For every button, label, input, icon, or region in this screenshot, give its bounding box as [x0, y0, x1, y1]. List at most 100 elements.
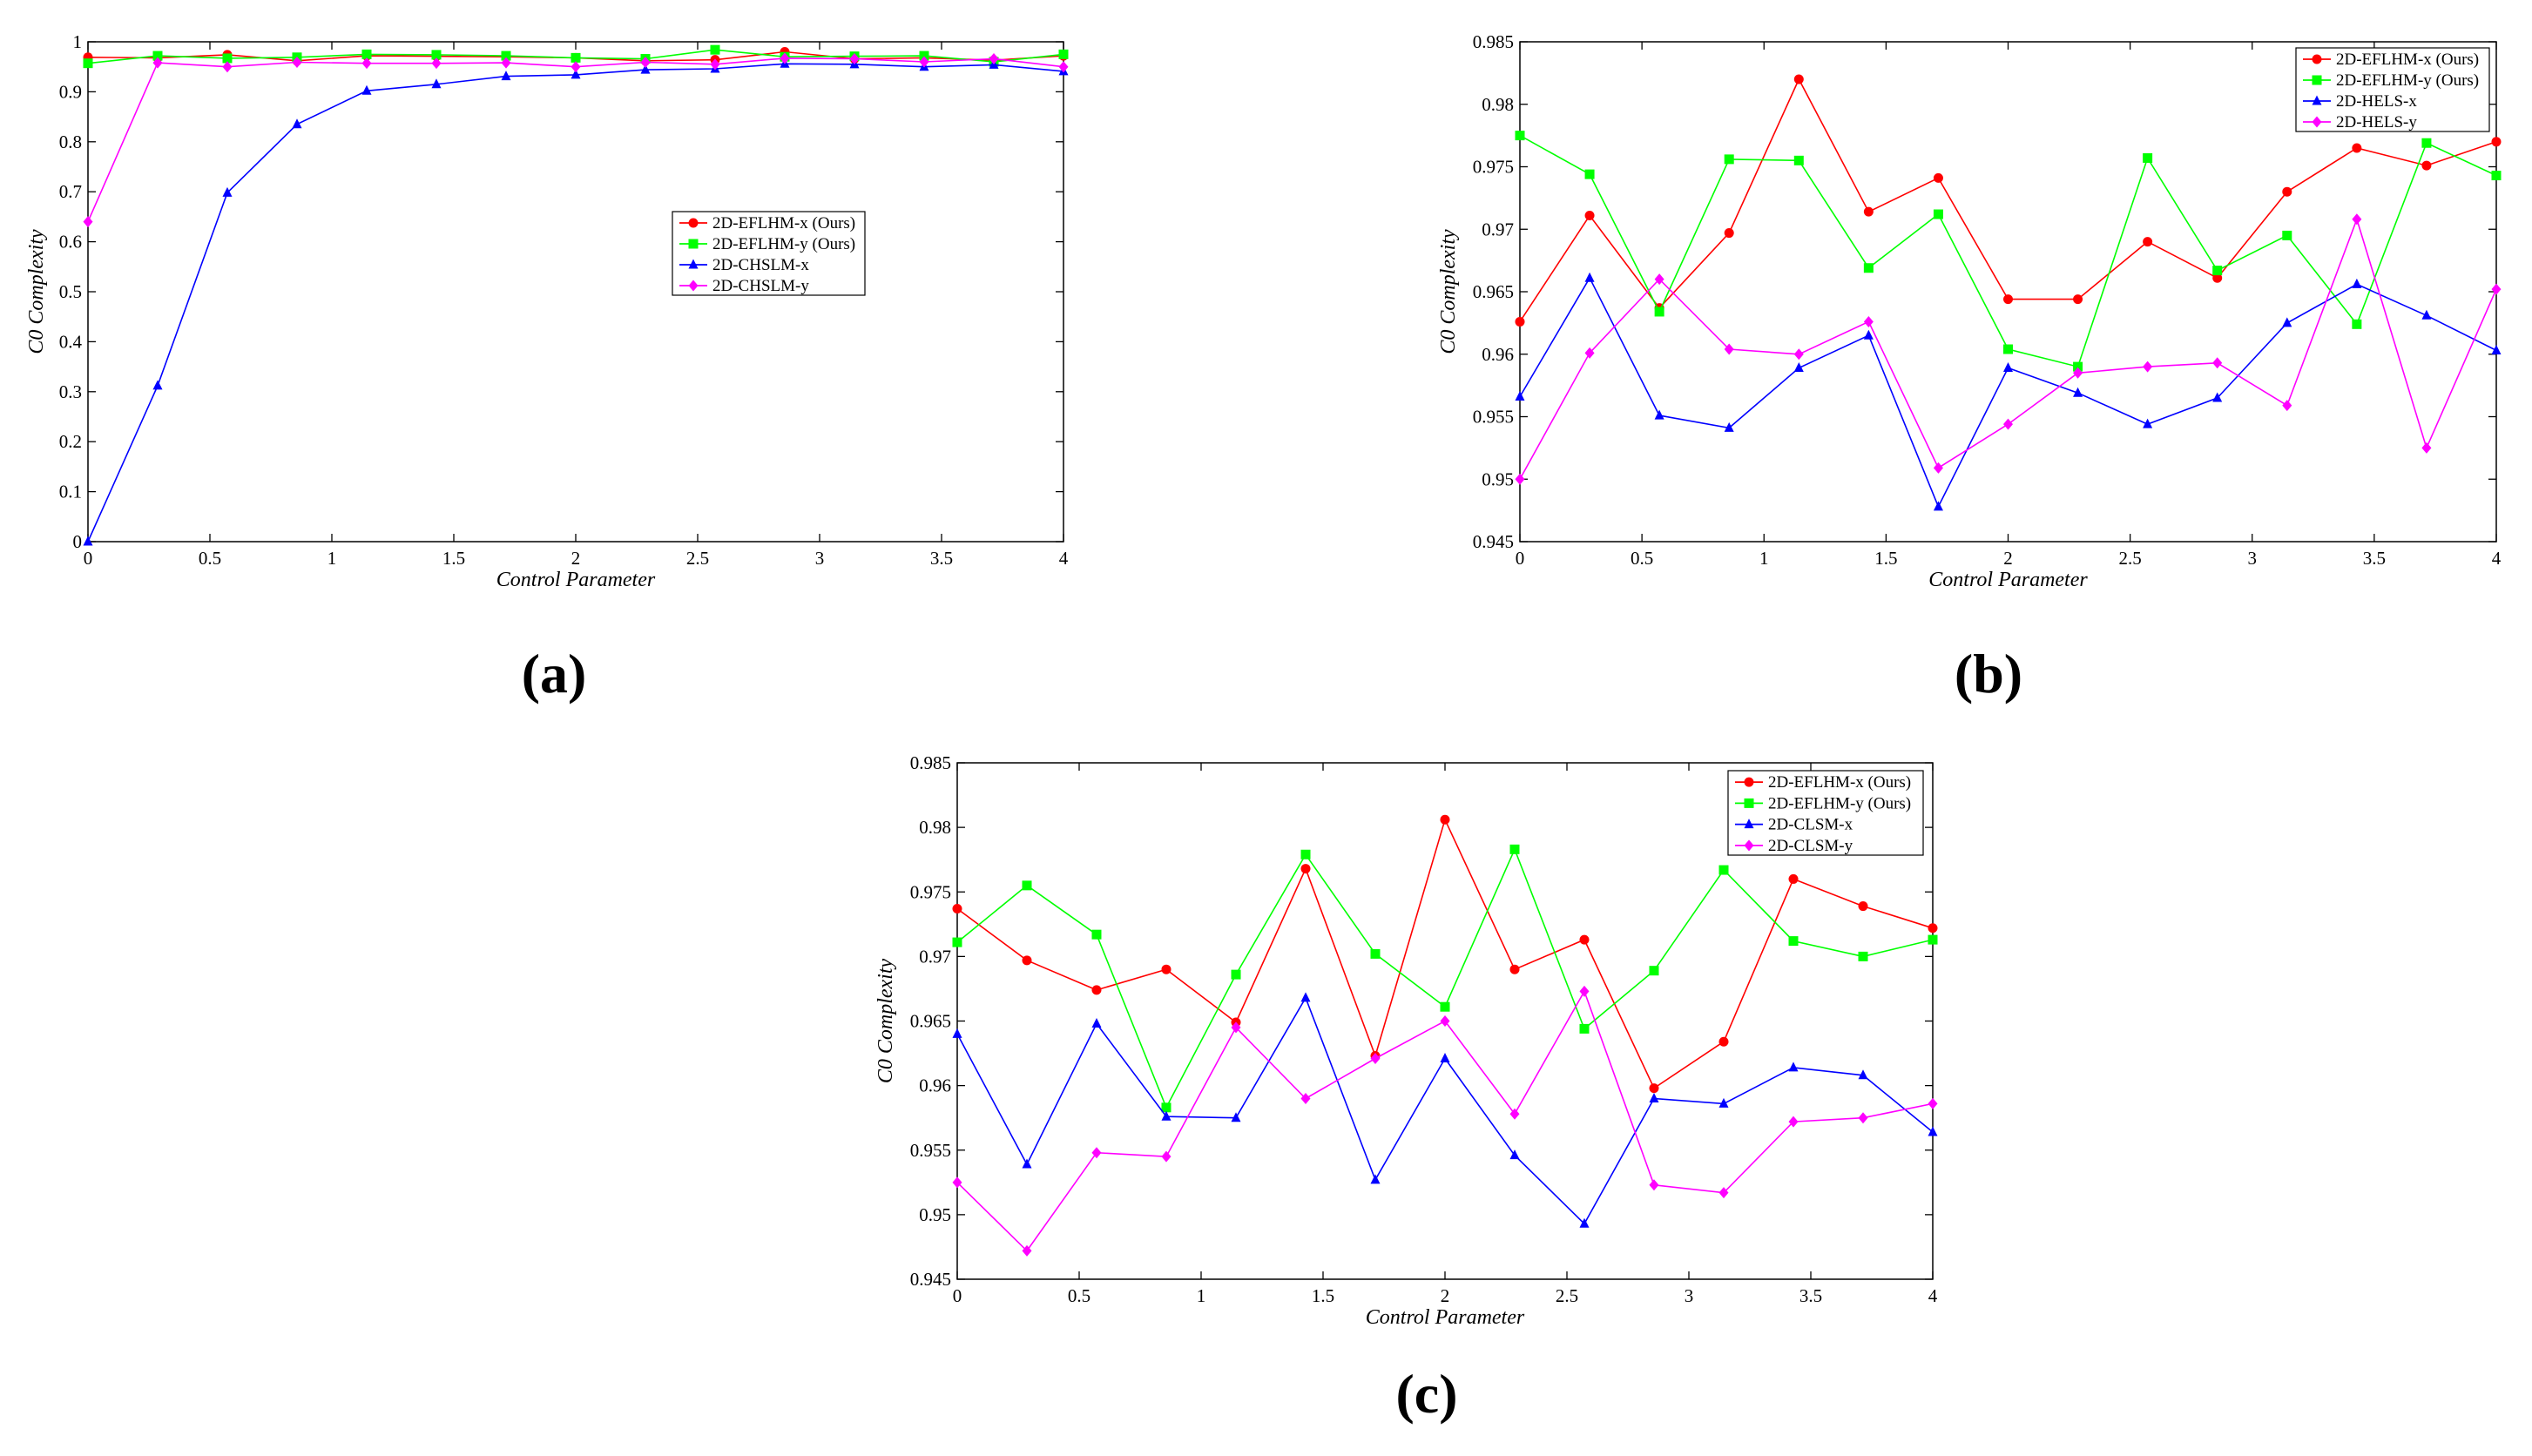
data-point — [1788, 873, 1799, 884]
data-point — [1724, 154, 1734, 165]
data-point — [1161, 1150, 1171, 1163]
data-point — [1724, 228, 1734, 239]
data-point — [1928, 1126, 1938, 1136]
data-point — [2143, 361, 2153, 373]
y-tick-label: 0.96 — [1482, 344, 1514, 365]
data-point — [1858, 1112, 1868, 1124]
data-point — [1579, 1023, 1590, 1034]
data-point — [2421, 138, 2432, 148]
data-point — [2491, 344, 2502, 354]
data-point — [2352, 213, 2362, 226]
panel-label-c: (c) — [1395, 1363, 1457, 1425]
y-tick-label: 0.985 — [910, 752, 951, 773]
data-point — [1654, 409, 1664, 420]
data-point — [1370, 1174, 1381, 1184]
data-point — [501, 51, 511, 61]
x-tick-label: 3 — [1685, 1285, 1694, 1306]
x-tick-label: 0.5 — [199, 548, 221, 569]
x-tick-label: 2 — [571, 548, 581, 569]
data-point — [1724, 343, 1734, 355]
data-point — [2282, 186, 2292, 197]
data-point — [152, 57, 163, 69]
legend-marker — [688, 280, 699, 292]
data-point — [1718, 1187, 1729, 1199]
data-point — [2282, 400, 2292, 412]
y-tick-label: 0.955 — [910, 1140, 951, 1161]
data-point — [989, 53, 999, 65]
x-tick-label: 3 — [815, 548, 825, 569]
data-point — [2003, 294, 2013, 305]
data-point — [1091, 929, 1102, 940]
y-axis-title: C0 Complexity — [25, 229, 48, 354]
data-point — [2143, 152, 2153, 163]
data-point — [2003, 418, 2013, 430]
data-point — [1863, 315, 1874, 327]
y-tick-label: 0.975 — [1473, 157, 1514, 178]
data-point — [1058, 49, 1069, 59]
data-point — [1649, 966, 1659, 976]
data-point — [1654, 273, 1664, 286]
legend-entry: 2D-CLSM-y — [1768, 837, 1853, 855]
data-point — [1584, 272, 1595, 282]
legend-entry: 2D-CHSLM-x — [712, 256, 809, 274]
data-point — [1231, 969, 1241, 980]
data-point — [2352, 278, 2362, 288]
x-tick-label: 2 — [1441, 1285, 1450, 1306]
legend-marker — [2312, 54, 2322, 64]
legend-entry: 2D-EFLHM-x (Ours) — [2336, 51, 2479, 69]
data-point — [501, 57, 511, 69]
series-line — [1519, 276, 2497, 509]
x-axis-title: Control Parameter — [1928, 569, 2088, 591]
y-tick-label: 0.975 — [910, 881, 951, 902]
data-point — [1718, 1036, 1729, 1047]
y-tick-label: 0.6 — [59, 232, 82, 253]
y-tick-label: 0.97 — [919, 946, 951, 967]
y-tick-label: 0.95 — [1482, 468, 1514, 489]
data-point — [1858, 951, 1868, 961]
x-tick-label: 1.5 — [1312, 1285, 1334, 1306]
data-point — [640, 57, 651, 69]
data-point — [2282, 317, 2292, 327]
series-line — [1519, 134, 2497, 368]
x-tick-label: 1 — [1197, 1285, 1206, 1306]
x-tick-label: 3.5 — [1799, 1285, 1822, 1306]
data-point — [2212, 357, 2223, 369]
data-point — [2003, 344, 2013, 354]
x-tick-label: 3 — [2248, 548, 2258, 569]
y-tick-label: 0.9 — [59, 81, 82, 102]
x-tick-label: 0 — [84, 548, 93, 569]
data-point — [2421, 309, 2432, 320]
legend-marker — [688, 259, 699, 269]
y-tick-label: 0.98 — [1482, 94, 1514, 115]
legend: 2D-EFLHM-x (Ours) 2D-EFLHM-y (Ours) 2D-CLS… — [1727, 770, 1924, 856]
data-point — [1300, 849, 1311, 859]
data-point — [710, 58, 720, 71]
legend-marker — [2312, 75, 2322, 85]
legend-marker — [1744, 777, 1754, 787]
data-point — [780, 52, 790, 64]
data-point — [501, 71, 511, 81]
data-point — [1579, 1217, 1590, 1228]
x-tick-label: 4 — [1928, 1285, 1938, 1306]
x-axis-title: Control Parameter — [496, 569, 656, 591]
data-point — [2212, 392, 2223, 402]
x-axis-title: Control Parameter — [1366, 1306, 1525, 1329]
data-point — [2421, 160, 2432, 171]
data-point — [1300, 992, 1311, 1002]
data-point — [571, 61, 581, 73]
x-tick-label: 1 — [1759, 548, 1769, 569]
data-point — [292, 57, 302, 69]
data-point — [1161, 964, 1171, 974]
data-point — [1788, 936, 1799, 947]
data-point — [1440, 1015, 1450, 1027]
data-point — [2491, 171, 2502, 181]
data-point — [1584, 347, 1595, 359]
data-point — [1724, 421, 1734, 432]
data-point — [1928, 1097, 1938, 1109]
data-point — [1928, 923, 1938, 934]
legend-entry: 2D-HELS-x — [2336, 92, 2417, 111]
data-point — [1584, 169, 1595, 179]
y-axis-title: C0 Complexity — [874, 959, 897, 1084]
data-point — [2143, 237, 2153, 247]
